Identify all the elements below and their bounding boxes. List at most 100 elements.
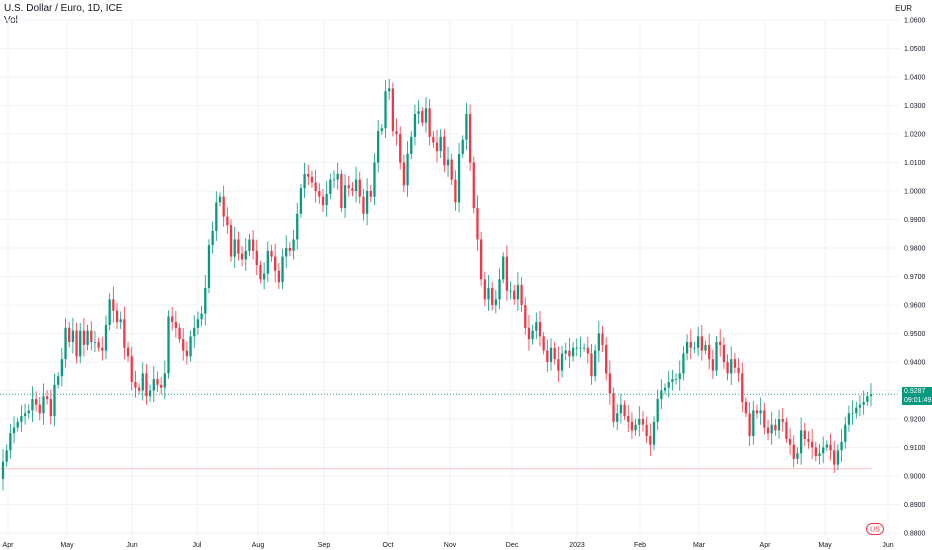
candle	[733, 353, 737, 374]
candle-body	[255, 250, 258, 266]
candle-body	[726, 362, 729, 374]
candle-body	[439, 136, 442, 152]
candle	[277, 263, 280, 290]
candle-body	[678, 373, 681, 380]
candle-body	[141, 373, 144, 391]
candle-body	[251, 239, 255, 251]
candle-body	[49, 399, 52, 417]
candle	[807, 431, 810, 449]
candle-body	[193, 327, 196, 337]
candle	[811, 428, 814, 460]
candle-body	[292, 239, 295, 251]
candle-body	[424, 108, 428, 123]
candle-body	[858, 404, 862, 408]
candle	[417, 100, 420, 125]
candle	[741, 362, 744, 412]
candle-body	[744, 401, 748, 414]
candle	[476, 195, 479, 251]
chart-title: U.S. Dollar / Euro, 1D, ICE	[4, 3, 123, 14]
candle	[435, 129, 439, 163]
candle-body	[174, 322, 178, 328]
candle	[479, 231, 483, 287]
candle	[851, 400, 854, 425]
candle-body	[126, 347, 130, 357]
candle-body	[630, 421, 634, 431]
candle	[858, 395, 862, 417]
candle-body	[57, 376, 60, 385]
candle-body	[248, 239, 251, 251]
candle-body	[443, 136, 446, 166]
time-axis: Apr May Jun Jul Aug Sep Oct Nov Dec 2023 Feb Mar Apr…	[3, 542, 894, 549]
candle-body	[196, 319, 200, 328]
candle-body	[178, 327, 181, 340]
y-tick-label: 1.0600	[904, 18, 926, 25]
candle	[450, 153, 453, 185]
candle-body	[215, 202, 218, 231]
candle-body	[130, 356, 133, 382]
x-tick-label: Mar	[693, 542, 706, 549]
candle-body	[759, 410, 762, 414]
candle	[439, 129, 442, 159]
candle	[822, 436, 825, 464]
candle-body	[825, 444, 829, 448]
candle-body	[491, 287, 494, 305]
candle	[799, 417, 803, 465]
candle-body	[27, 410, 30, 414]
candle	[178, 323, 181, 344]
candle	[502, 252, 505, 284]
candle-body	[689, 342, 692, 348]
candle-body	[634, 424, 637, 431]
y-tick-label: 0.9100	[904, 445, 926, 452]
candle	[542, 332, 545, 355]
candle-body	[351, 188, 354, 191]
candle	[119, 311, 122, 330]
last-price-value: 0.9287	[904, 388, 926, 396]
candle-body	[163, 373, 166, 388]
candle	[115, 303, 119, 330]
candle	[564, 342, 567, 361]
candle	[42, 383, 45, 425]
candle	[777, 409, 781, 439]
x-tick-label: Oct	[383, 542, 394, 549]
candle	[285, 235, 288, 269]
candle-body	[494, 299, 497, 305]
candle	[182, 328, 185, 361]
candle-body	[38, 404, 41, 414]
candle	[229, 219, 233, 262]
candle-body	[101, 347, 104, 351]
candle-body	[226, 216, 229, 226]
candle-body	[509, 290, 512, 292]
candle-body	[704, 344, 707, 351]
candle	[719, 329, 722, 357]
candle-body	[663, 387, 667, 391]
candle-body	[16, 421, 19, 428]
tradingview-logo-icon[interactable]: US	[866, 523, 884, 535]
candle	[303, 162, 306, 199]
candle	[171, 306, 174, 331]
candle-body	[336, 173, 339, 180]
candle	[568, 337, 571, 368]
candle-body	[321, 196, 325, 206]
y-tick-label: 1.0000	[904, 189, 926, 196]
candle	[207, 239, 211, 294]
candle-body	[476, 208, 479, 240]
x-tick-label: Nov	[444, 542, 457, 549]
candle	[60, 348, 63, 387]
candle-body	[307, 173, 310, 177]
candle-body	[866, 396, 869, 402]
candle-body	[229, 225, 233, 257]
candle-body	[696, 336, 700, 348]
candle	[722, 337, 726, 369]
candle	[663, 383, 667, 395]
candle-body	[483, 279, 486, 300]
candle	[237, 231, 240, 261]
candle-body	[450, 159, 453, 180]
candle	[45, 390, 49, 405]
x-tick-label: Aug	[252, 542, 265, 549]
candle-body	[671, 379, 674, 382]
candle-body	[851, 413, 854, 415]
candle-body	[332, 179, 336, 181]
candle-body	[79, 330, 82, 357]
candle	[240, 246, 244, 267]
